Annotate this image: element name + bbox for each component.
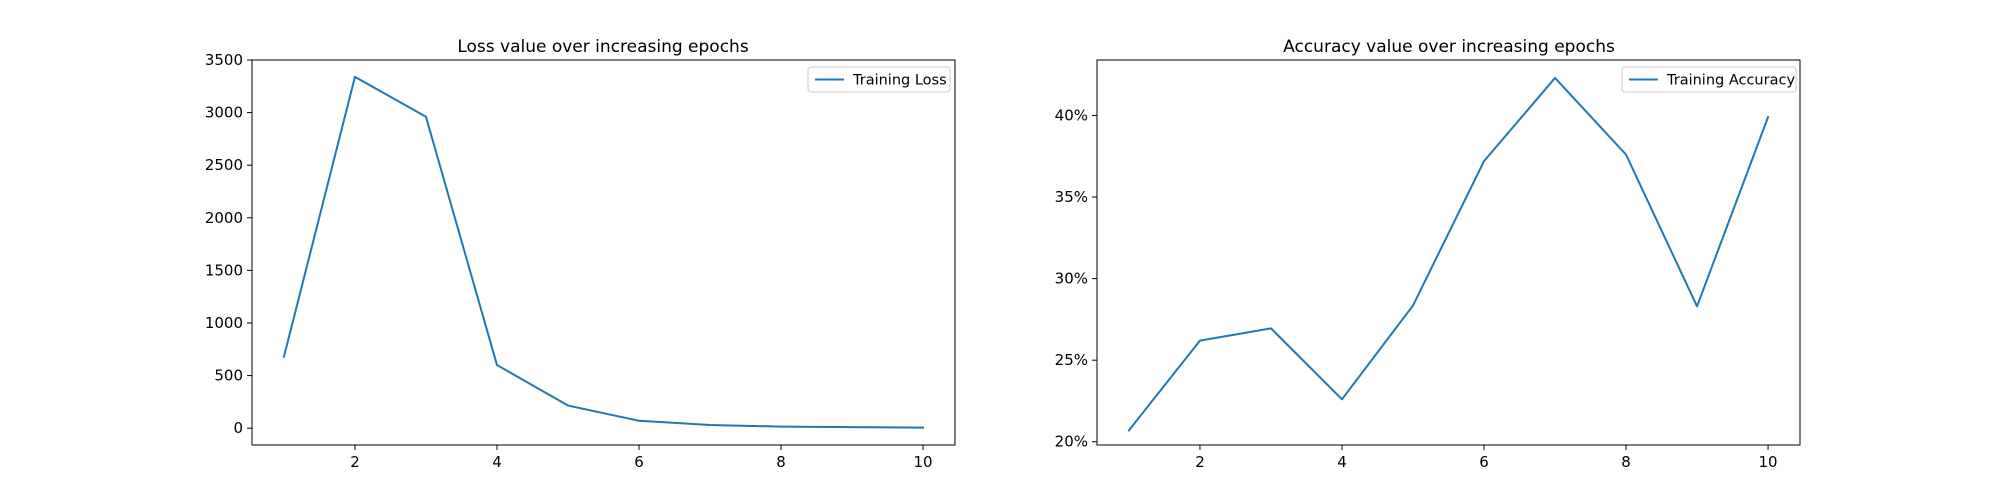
loss-legend-label: Training Loss [852, 73, 947, 89]
accuracy-x-tick-label: 2 [1195, 453, 1205, 471]
accuracy-axes-frame [1096, 59, 1801, 446]
accuracy-subplot: Accuracy value over increasing epochs 2 4… [1055, 37, 1801, 471]
loss-x-tick-label: 8 [776, 453, 786, 471]
loss-y-tick-label: 3000 [205, 104, 243, 122]
loss-x-tick-label: 4 [492, 453, 502, 471]
accuracy-y-tick-label: 30% [1055, 270, 1088, 288]
loss-y-tick-label: 2000 [205, 209, 243, 227]
loss-x-tick-label: 6 [634, 453, 644, 471]
accuracy-y-tick-label: 40% [1055, 106, 1088, 124]
accuracy-y-tick-label: 25% [1055, 351, 1088, 369]
accuracy-x-tick-label: 4 [1337, 453, 1347, 471]
loss-legend-box [807, 66, 951, 93]
accuracy-legend: Training Accuracy [1621, 66, 1797, 93]
loss-y-tick-label: 0 [233, 419, 243, 437]
accuracy-series-line [1127, 76, 1770, 432]
loss-x-tick-label: 10 [913, 453, 932, 471]
loss-axes: 2 4 6 8 10 0 500 1000 1500 2000 2500 3000 3500 [205, 51, 956, 471]
accuracy-legend-box [1621, 66, 1797, 93]
accuracy-axes: 2 4 6 8 10 20% 25% 30% 35% 40% [1055, 59, 1801, 471]
accuracy-legend-label: Training Accuracy [1666, 73, 1795, 89]
loss-series-line [282, 75, 925, 429]
loss-series-layer [282, 75, 925, 429]
accuracy-series-layer [1127, 76, 1770, 432]
accuracy-chart-title: Accuracy value over increasing epochs [1283, 37, 1615, 57]
loss-y-tick-label: 3500 [205, 51, 243, 69]
loss-y-tick-label: 500 [214, 367, 243, 385]
loss-legend: Training Loss [807, 66, 951, 93]
loss-y-tick-label: 1000 [205, 314, 243, 332]
loss-axes-frame [251, 59, 956, 446]
loss-x-tick-label: 2 [350, 453, 360, 471]
loss-y-tick-label: 1500 [205, 261, 243, 279]
accuracy-y-tick-label: 20% [1055, 433, 1088, 451]
loss-chart-title: Loss value over increasing epochs [457, 37, 749, 57]
accuracy-x-tick-label: 6 [1479, 453, 1489, 471]
accuracy-y-tick-label: 35% [1055, 188, 1088, 206]
accuracy-x-tick-label: 8 [1621, 453, 1631, 471]
loss-y-tick-label: 2500 [205, 156, 243, 174]
loss-subplot: Loss value over increasing epochs 2 4 6 8 10… [205, 37, 956, 471]
accuracy-x-tick-label: 10 [1758, 453, 1777, 471]
